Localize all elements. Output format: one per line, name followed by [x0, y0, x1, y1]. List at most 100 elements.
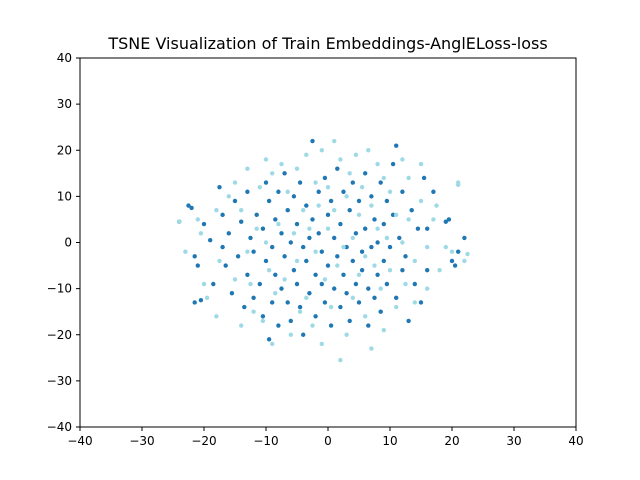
data-point-s1-90 — [425, 244, 430, 250]
data-point-s1-17 — [251, 309, 256, 314]
data-point-s0-23 — [251, 249, 256, 254]
data-point-s0-27 — [260, 226, 266, 231]
data-point-s0-111 — [390, 212, 396, 218]
data-point-s1-32 — [291, 231, 297, 236]
data-point-s1-87 — [412, 300, 417, 305]
data-point-s0-99 — [372, 217, 377, 222]
data-point-s1-51 — [332, 208, 337, 213]
data-point-s0-45 — [288, 240, 293, 245]
data-point-s1-40 — [310, 323, 315, 328]
data-point-s1-70 — [372, 263, 377, 268]
data-point-s0-103 — [378, 180, 383, 185]
data-point-s0-8 — [208, 237, 213, 243]
data-point-s1-50 — [332, 138, 337, 144]
data-point-s1-27 — [276, 221, 281, 227]
data-point-s0-120 — [412, 281, 417, 287]
data-point-s0-30 — [263, 258, 269, 264]
data-point-s0-104 — [378, 309, 383, 314]
data-point-s0-98 — [369, 244, 374, 250]
x-tick-label-2: −20 — [191, 434, 216, 448]
data-point-s1-57 — [344, 332, 349, 337]
data-point-s0-65 — [319, 249, 324, 254]
data-point-s1-22 — [263, 240, 269, 245]
data-point-s1-1 — [183, 249, 188, 254]
data-point-s0-123 — [421, 175, 427, 181]
data-point-s0-122 — [418, 300, 424, 305]
data-point-s0-94 — [363, 226, 368, 231]
y-tick-label-3: −10 — [47, 282, 72, 296]
data-point-s0-86 — [350, 258, 355, 264]
data-point-s0-34 — [270, 300, 275, 305]
data-point-s0-53 — [301, 244, 306, 250]
data-point-s1-72 — [375, 226, 380, 231]
data-point-s0-100 — [372, 295, 377, 301]
data-point-s1-58 — [347, 171, 352, 176]
data-point-s0-25 — [254, 212, 259, 218]
data-point-s0-21 — [245, 272, 250, 277]
data-point-s0-107 — [384, 198, 390, 204]
data-point-s1-80 — [394, 304, 399, 310]
data-point-s1-62 — [356, 212, 362, 218]
data-point-s0-1 — [186, 203, 191, 208]
data-point-s1-65 — [363, 314, 368, 319]
data-point-s0-102 — [375, 272, 380, 277]
data-point-s0-43 — [285, 208, 290, 213]
data-point-s1-77 — [387, 189, 393, 194]
data-point-s0-131 — [456, 249, 461, 254]
data-point-s0-91 — [359, 249, 365, 254]
data-point-s1-64 — [359, 184, 365, 190]
data-point-s1-67 — [366, 148, 371, 153]
data-point-s0-85 — [350, 180, 355, 185]
data-point-s0-11 — [220, 212, 225, 218]
data-point-s0-38 — [276, 323, 281, 328]
data-point-s1-45 — [319, 341, 324, 347]
data-point-s0-80 — [341, 272, 346, 277]
data-point-s0-49 — [294, 221, 300, 227]
data-point-s0-121 — [415, 226, 421, 231]
data-point-s1-75 — [381, 327, 386, 333]
data-point-s0-89 — [356, 198, 362, 204]
data-point-s1-16 — [248, 281, 253, 287]
chart-title: TSNE Visualization of Train Embeddings-A… — [107, 34, 547, 53]
data-point-s1-29 — [282, 277, 287, 282]
data-point-s1-12 — [239, 208, 244, 213]
data-point-s1-48 — [325, 184, 331, 190]
data-point-s0-13 — [223, 263, 228, 268]
data-point-s0-6 — [198, 297, 204, 303]
data-point-s1-10 — [232, 180, 238, 185]
data-point-s1-37 — [304, 152, 309, 158]
data-point-s1-8 — [217, 258, 222, 264]
data-point-s0-12 — [220, 244, 225, 250]
data-point-s0-24 — [251, 295, 256, 301]
data-point-s1-20 — [260, 318, 266, 324]
data-point-s1-26 — [273, 291, 278, 296]
y-tick-label-8: 40 — [57, 51, 72, 65]
data-point-s0-32 — [266, 337, 272, 342]
axis-ticks: −40 −30 −20 −10 0 10 20 30 40 −40 −30 −20 −10 0 10 20 30… — [47, 51, 584, 448]
data-point-s0-83 — [347, 208, 352, 213]
data-point-s1-74 — [381, 175, 386, 181]
data-point-s0-7 — [201, 221, 207, 227]
data-point-s1-13 — [239, 323, 244, 328]
data-point-s1-94 — [437, 267, 442, 273]
data-point-s0-19 — [242, 304, 247, 310]
data-point-s1-99 — [462, 258, 467, 264]
data-point-s0-22 — [248, 235, 253, 241]
data-point-s0-72 — [328, 323, 334, 328]
data-point-s1-24 — [270, 171, 275, 176]
data-point-s0-16 — [232, 198, 238, 204]
data-point-s1-83 — [403, 281, 408, 287]
data-point-s1-92 — [431, 217, 436, 222]
data-point-s0-82 — [344, 291, 349, 296]
data-point-s0-75 — [335, 166, 340, 171]
data-point-s0-56 — [304, 258, 309, 264]
data-point-s0-118 — [406, 318, 411, 324]
data-point-s1-28 — [279, 161, 284, 167]
scatter-points — [177, 138, 470, 363]
data-point-s0-37 — [276, 189, 281, 194]
data-point-s0-105 — [381, 221, 386, 227]
data-point-s0-119 — [409, 208, 414, 213]
data-point-s1-76 — [384, 235, 390, 241]
data-point-s1-53 — [338, 357, 343, 363]
data-point-s1-0 — [177, 219, 182, 224]
